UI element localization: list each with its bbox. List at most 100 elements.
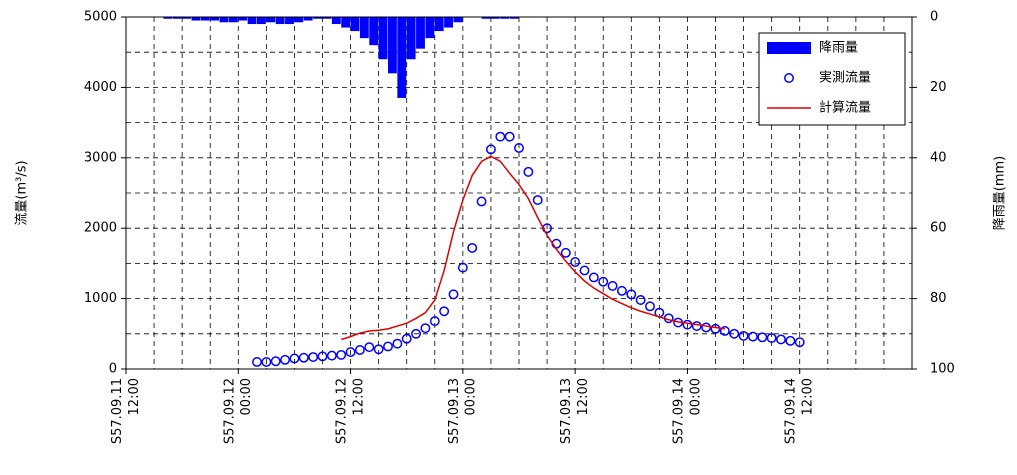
observed-point (523, 166, 534, 177)
observed-point (719, 326, 730, 336)
observed-point (532, 195, 543, 205)
observed-point (626, 289, 637, 300)
observed-point (570, 257, 581, 267)
rain-bar (303, 17, 313, 21)
rain-bar (275, 17, 285, 25)
x-tick-label: S57.09.13 12:00 (559, 378, 591, 444)
rain-bar (500, 17, 510, 19)
x-tick-label: S57.09.14 00:00 (671, 378, 703, 444)
rain-bar (397, 17, 407, 98)
observed-point (261, 357, 272, 367)
observed-point (729, 328, 740, 339)
rain-bar (313, 17, 322, 19)
observed-point (270, 356, 281, 367)
rain-bar (509, 17, 519, 19)
observed-point (345, 347, 356, 358)
rain-bar (444, 17, 453, 28)
rain-bar (359, 17, 369, 39)
legend-label: 実測流量 (819, 70, 871, 86)
x-tick-label-line: S57.09.13 (447, 378, 462, 444)
observed-point (588, 272, 599, 283)
rain-bar (369, 17, 379, 46)
observed-point (448, 289, 459, 300)
y-tick-label: 2000 (84, 221, 117, 236)
x-tick-label-line: S57.09.14 (671, 378, 686, 444)
legend-label: 計算流量 (819, 100, 871, 116)
x-tick-label-line: S57.09.12 (222, 378, 237, 444)
observed-point (317, 351, 328, 362)
y2-tick-label: 40 (930, 150, 947, 165)
computed-line (340, 155, 725, 341)
rain-bar (266, 17, 276, 23)
observed-point (635, 295, 646, 305)
x-tick-label-line: 12:00 (576, 378, 591, 415)
rain-bar (434, 17, 444, 32)
rain-bar (453, 17, 463, 23)
rain-bar (257, 17, 266, 25)
rain-bar (425, 17, 435, 39)
y2-tick-label: 80 (930, 291, 947, 306)
x-tick-label: S57.09.13 00:00 (447, 378, 479, 444)
observed-point (457, 262, 468, 273)
plot-frame (125, 16, 913, 370)
x-tick-label-line: 00:00 (464, 378, 479, 415)
observed-point (467, 242, 478, 253)
x-tick-label: S57.09.12 12:00 (335, 378, 367, 444)
observed-point (514, 142, 524, 153)
rain-bar (350, 17, 360, 32)
rain-bar (200, 17, 210, 21)
rain-bar (481, 17, 491, 19)
y2-tick-label: 20 (930, 80, 947, 95)
observed-point (280, 354, 291, 365)
legend-swatch (784, 73, 794, 83)
y-tick-label: 4000 (84, 80, 117, 95)
x-tick-label-line: 00:00 (688, 378, 703, 415)
observed-point (776, 334, 786, 345)
observed-point (560, 247, 571, 258)
rain-bar (388, 17, 397, 74)
observed-point (429, 316, 440, 327)
rain-bar (163, 17, 173, 19)
observed-point (607, 280, 618, 291)
observed-point (364, 342, 375, 353)
observed-point (701, 322, 712, 333)
observed-point (710, 323, 721, 334)
observed-point (485, 144, 496, 155)
observed-point (495, 131, 506, 142)
rain-bar (191, 17, 201, 21)
observed-point (738, 330, 749, 341)
observed-point (579, 265, 590, 276)
observed-point (598, 276, 609, 287)
observed-point (308, 352, 319, 362)
observed-point (298, 352, 309, 363)
rain-bar (341, 17, 351, 28)
observed-point (420, 323, 431, 334)
x-tick-label-line: 12:00 (351, 378, 366, 415)
x-tick-label-line: 12:00 (801, 378, 816, 415)
observed-point (794, 337, 805, 348)
x-tick-label-line: 00:00 (239, 378, 254, 415)
rain-bar (247, 17, 257, 25)
x-tick-label-line: S57.09.12 (335, 378, 350, 444)
rain-bar (294, 17, 304, 23)
observed-point (439, 306, 450, 317)
rain-bar (490, 17, 500, 19)
x-tick-label-line: 12:00 (127, 378, 142, 415)
y-tick-label: 5000 (84, 10, 117, 25)
legend-swatch (767, 42, 811, 54)
observed-point (383, 341, 393, 352)
y2-tick-label: 0 (930, 10, 938, 25)
x-tick-label-line: S57.09.14 (784, 378, 799, 444)
observed-point (645, 301, 655, 312)
observed-point (691, 321, 702, 332)
observed-point (411, 328, 422, 339)
x-tick-label: S57.09.11 12:00 (110, 378, 142, 444)
rain-bar (406, 17, 416, 60)
observed-point (373, 344, 384, 355)
observed-point (757, 332, 768, 343)
observed-point (747, 331, 758, 342)
legend-label: 降雨量 (819, 41, 858, 56)
rain-bar (378, 17, 388, 60)
rain-bar (219, 17, 229, 23)
